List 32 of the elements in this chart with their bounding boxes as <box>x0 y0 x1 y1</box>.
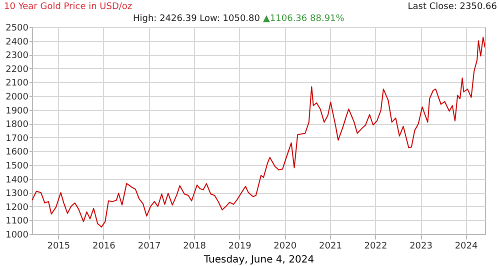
chart-subtitle: High: 2426.39 Low: 1050.80 <box>133 14 260 24</box>
y-tick-label: 2400 <box>6 37 29 48</box>
y-tick-label: 1900 <box>6 106 29 116</box>
x-tick-label: 2015 <box>47 242 70 252</box>
y-tick-label: 2100 <box>6 78 29 89</box>
y-tick-label: 1600 <box>6 148 29 158</box>
y-tick-label: 1100 <box>6 216 29 227</box>
x-tick-label: 2019 <box>228 242 252 252</box>
x-tick-label: 2022 <box>364 242 388 252</box>
y-tick-label: 2500 <box>6 24 29 34</box>
y-tick-label: 2200 <box>6 64 29 75</box>
y-tick-label: 1800 <box>6 120 29 130</box>
y-tick-label: 2000 <box>6 92 29 102</box>
y-tick-label: 1300 <box>6 189 29 200</box>
x-tick-label: 2016 <box>92 242 116 252</box>
y-tick-label: 1500 <box>6 162 29 172</box>
y-tick-label: 1700 <box>6 134 29 144</box>
y-tick-label: 1000 <box>6 230 29 240</box>
x-tick-label: 2017 <box>138 242 161 252</box>
x-tick-label: 2023 <box>410 242 432 252</box>
y-tick-label: 1200 <box>6 202 29 213</box>
text: ▲1106.36 88.91% <box>263 14 345 24</box>
x-tick-label: 2020 <box>274 242 297 252</box>
y-tick-label: 1400 <box>6 175 29 186</box>
x-tick-label: 2021 <box>319 242 342 252</box>
chart-title: 10 Year Gold Price in USD/oz <box>4 2 132 12</box>
x-tick-label: 2024 <box>454 242 478 252</box>
text: Last Close: 2350.66 <box>408 2 498 12</box>
line-series <box>32 36 485 228</box>
x-axis-title: Tuesday, June 4, 2024 <box>202 254 314 266</box>
x-tick-label: 2018 <box>183 242 206 252</box>
y-tick-label: 2300 <box>6 51 29 62</box>
